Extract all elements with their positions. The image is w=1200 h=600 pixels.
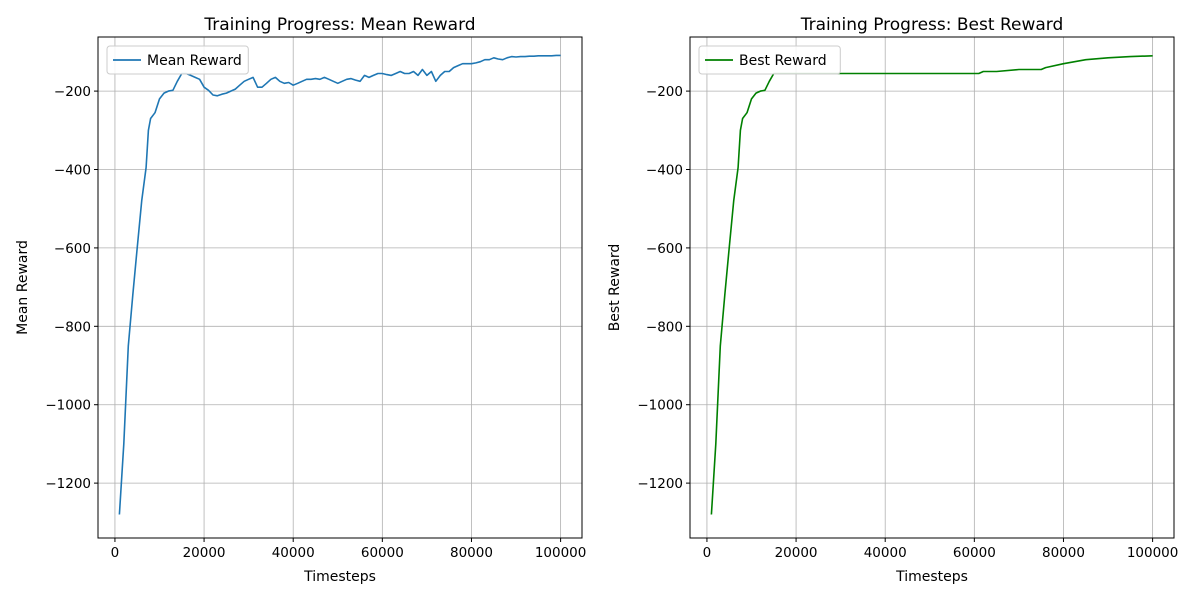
legend-box xyxy=(698,45,841,75)
legend-label: Mean Reward xyxy=(147,53,242,69)
y-tick-label: −200 xyxy=(54,84,91,100)
x-tick-label: 20000 xyxy=(183,545,226,561)
legend: Best Reward xyxy=(698,45,841,75)
x-tick-label: 100000 xyxy=(1127,545,1179,561)
chart-panel-2: 0 20000 40000 60000 80000 100000 −1200 −1000 −80… xyxy=(607,15,1178,585)
chart-panel-1: 0 20000 40000 60000 80000 100000 −1200 −1000 −80… xyxy=(15,15,586,585)
y-tick-label: −1200 xyxy=(45,476,91,492)
y-axis-label: Best Reward xyxy=(607,244,623,332)
chart-title: Training Progress: Mean Reward xyxy=(203,15,475,35)
y-tick-label: −1000 xyxy=(637,398,683,414)
series-line-1 xyxy=(118,54,561,515)
y-tick-label: −400 xyxy=(54,163,91,179)
axes-frame xyxy=(97,36,583,539)
x-tick-label: 40000 xyxy=(272,545,315,561)
y-tick-label: −400 xyxy=(646,163,683,179)
series-line-1 xyxy=(710,55,1153,515)
x-axis-label: Timesteps xyxy=(895,569,968,585)
legend-label: Best Reward xyxy=(739,53,827,69)
x-tick-label: 60000 xyxy=(953,545,996,561)
y-tick-label: −800 xyxy=(54,319,91,335)
x-tick-label: 20000 xyxy=(775,545,818,561)
x-tick-label: 0 xyxy=(111,545,120,561)
y-tick-label: −200 xyxy=(646,84,683,100)
axes-frame xyxy=(689,36,1175,539)
y-tick-label: −1000 xyxy=(45,398,91,414)
y-tick-label: −800 xyxy=(646,319,683,335)
x-tick-label: 80000 xyxy=(450,545,493,561)
x-tick-label: 80000 xyxy=(1042,545,1085,561)
x-tick-label: 0 xyxy=(703,545,712,561)
x-tick-label: 60000 xyxy=(361,545,404,561)
y-tick-label: −600 xyxy=(646,241,683,257)
y-tick-label: −1200 xyxy=(637,476,683,492)
y-tick-label: −600 xyxy=(54,241,91,257)
legend-box xyxy=(106,45,249,75)
chart-title: Training Progress: Best Reward xyxy=(800,15,1064,35)
x-axis-label: Timesteps xyxy=(303,569,376,585)
x-tick-label: 40000 xyxy=(864,545,907,561)
legend: Mean Reward xyxy=(106,45,249,75)
y-axis-label: Mean Reward xyxy=(15,240,31,335)
x-tick-label: 100000 xyxy=(535,545,587,561)
